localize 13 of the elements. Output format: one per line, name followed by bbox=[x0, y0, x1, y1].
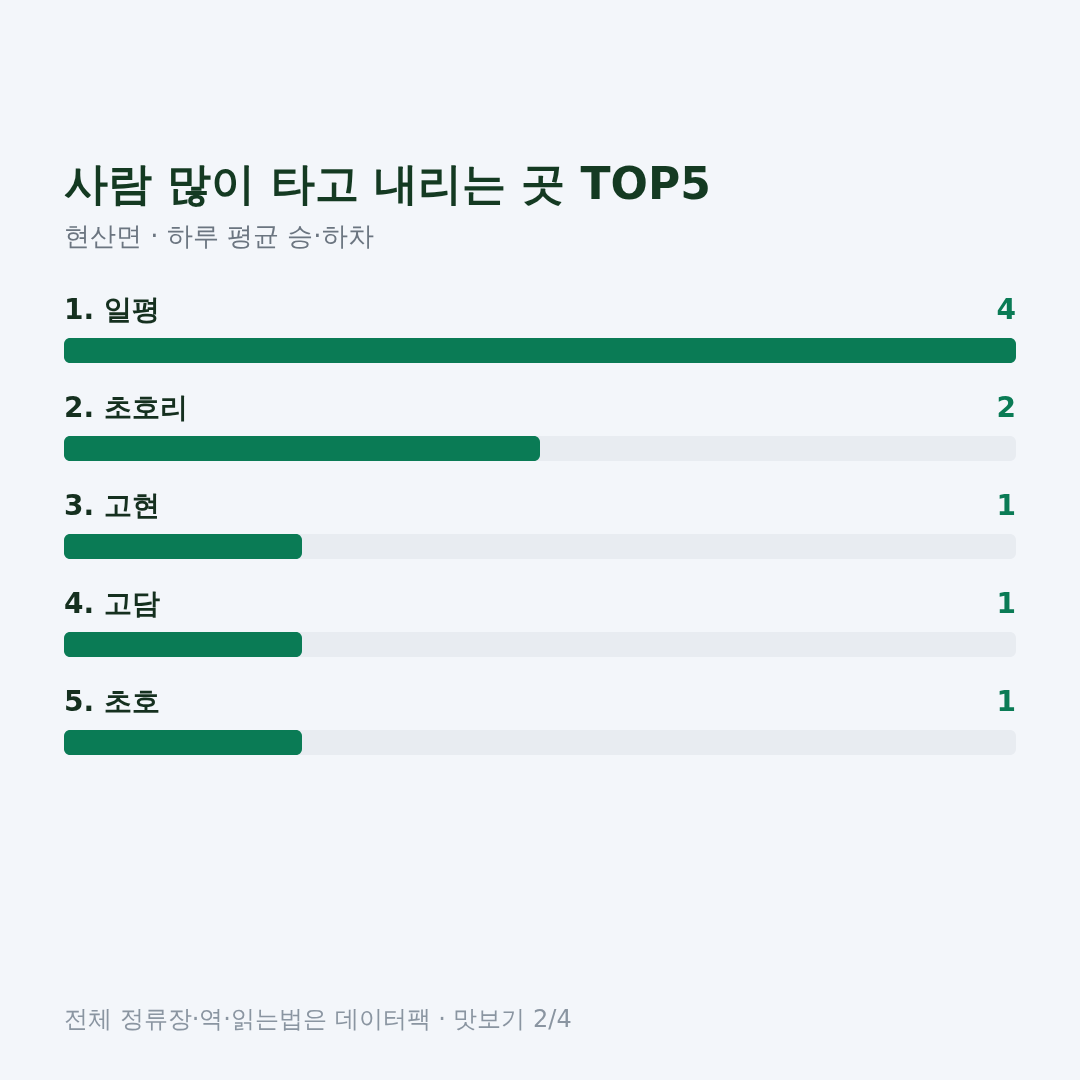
data-label: 1 bbox=[996, 489, 1016, 522]
data-label: 1 bbox=[996, 587, 1016, 620]
y-tick-label: 3. 고현 bbox=[64, 489, 160, 522]
chart-title: 사람 많이 타고 내리는 곳 TOP5 bbox=[64, 158, 711, 209]
text: 전체 정류장·역·읽는법은 데이터팩 · 맛보기 2/4 bbox=[64, 1005, 572, 1033]
chart-subtitle: 현산면 · 하루 평균 승·하차 bbox=[64, 221, 374, 251]
data-label: 2 bbox=[996, 391, 1016, 424]
y-tick-label: 4. 고담 bbox=[64, 587, 160, 620]
data-label: 4 bbox=[996, 293, 1016, 326]
y-tick-label: 5. 초호 bbox=[64, 685, 160, 718]
y-tick-label: 2. 초호리 bbox=[64, 391, 188, 424]
y-tick-label: 1. 일평 bbox=[64, 293, 160, 326]
data-label: 1 bbox=[996, 685, 1016, 718]
